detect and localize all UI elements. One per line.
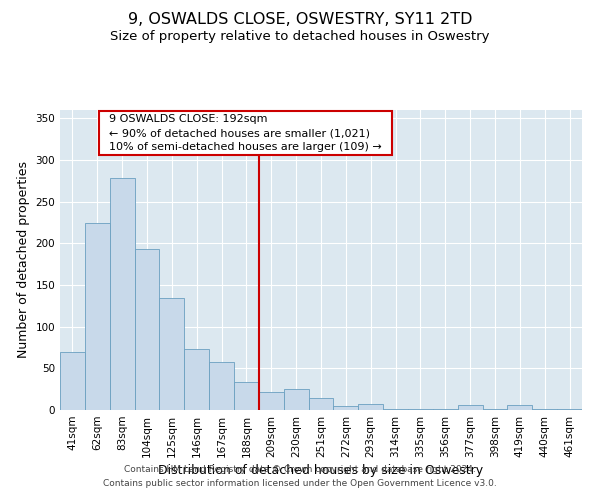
Bar [284,389,308,410]
Bar [110,178,134,410]
Bar [433,409,458,410]
Bar [308,398,334,410]
Bar [532,409,557,410]
Bar [383,409,408,410]
Bar [184,349,209,410]
Bar [408,409,433,410]
Bar [358,404,383,410]
Bar [209,362,234,410]
Bar [557,409,582,410]
Bar [482,409,508,410]
Bar [160,298,184,410]
X-axis label: Distribution of detached houses by size in Oswestry: Distribution of detached houses by size … [158,464,484,477]
Bar [60,352,85,410]
Text: Contains HM Land Registry data © Crown copyright and database right 2024.
Contai: Contains HM Land Registry data © Crown c… [103,466,497,487]
Text: 9 OSWALDS CLOSE: 192sqm
  ← 90% of detached houses are smaller (1,021)
  10% of : 9 OSWALDS CLOSE: 192sqm ← 90% of detache… [102,114,389,152]
Text: 9, OSWALDS CLOSE, OSWESTRY, SY11 2TD: 9, OSWALDS CLOSE, OSWESTRY, SY11 2TD [128,12,472,28]
Bar [334,406,358,410]
Y-axis label: Number of detached properties: Number of detached properties [17,162,30,358]
Bar [234,382,259,410]
Bar [134,249,160,410]
Bar [458,405,482,410]
Bar [259,392,284,410]
Bar [85,224,110,410]
Text: Size of property relative to detached houses in Oswestry: Size of property relative to detached ho… [110,30,490,43]
Bar [508,405,532,410]
